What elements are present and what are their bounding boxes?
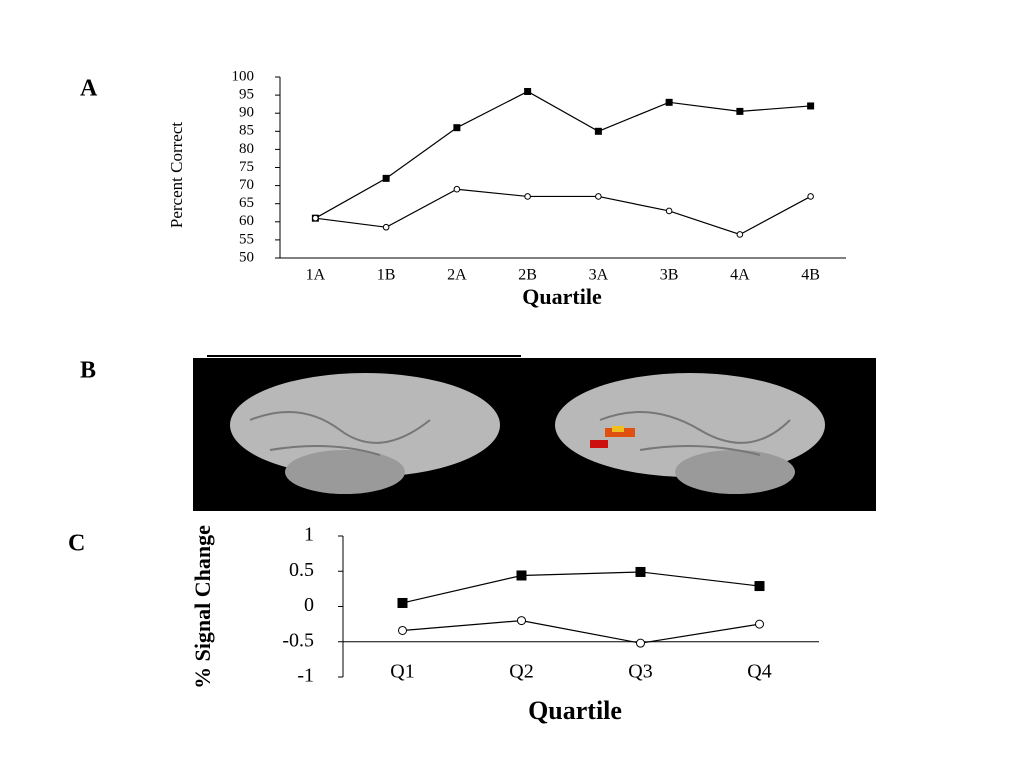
panel-label: B [80,358,96,384]
y-axis-title: Percent Correct [167,122,186,228]
marker [736,231,744,238]
marker [382,174,390,182]
marker [636,638,645,648]
marker [397,597,408,608]
x-tick-label: 2B [518,267,537,284]
x-axis-title: Quartile [528,696,622,725]
marker [595,193,602,200]
marker [517,616,526,626]
panel-label: A [80,76,98,102]
series-line [315,188,811,236]
y-tick-label: 100 [232,68,255,84]
y-tick-label: 90 [239,105,254,121]
x-tick-label: 3A [589,267,609,284]
marker [524,193,531,200]
y-tick-label: 1 [304,524,314,546]
y-tick-label: 60 [239,213,254,229]
x-tick-label: 4B [801,267,820,284]
marker [453,124,461,132]
marker [755,619,764,629]
x-tick-label: Q2 [509,661,533,683]
y-tick-label: 85 [239,123,254,139]
series-line [315,90,811,219]
marker [635,566,646,577]
x-tick-label: 4A [730,267,750,284]
marker [516,570,527,581]
y-tick-label: 75 [239,159,254,175]
marker [453,185,461,193]
x-tick-label: 1B [377,267,396,284]
x-tick-label: 2A [447,267,467,284]
y-tick-label: -0.5 [282,629,314,651]
marker [312,214,319,222]
y-tick-label: -1 [297,665,314,687]
brain-image [193,355,876,511]
y-axis-title: % Signal Change [190,525,215,689]
marker [594,127,602,135]
y-tick-label: 0 [304,594,314,616]
y-tick-label: 65 [239,195,254,211]
y-tick-label: 50 [239,249,254,265]
marker [398,625,407,635]
marker [807,193,814,200]
x-tick-label: Q1 [390,661,414,683]
x-tick-label: Q4 [747,661,771,683]
y-tick-label: 70 [239,177,254,193]
marker [665,98,673,106]
y-tick-label: 95 [239,87,254,103]
x-axis-title: Quartile [522,284,602,309]
y-tick-label: 80 [239,141,254,157]
x-tick-label: 1A [306,267,326,284]
x-tick-label: Q3 [628,661,652,683]
marker [382,223,390,231]
marker [665,207,673,215]
marker [736,107,744,115]
series-line [402,571,760,604]
panel-label: C [68,531,85,557]
y-tick-label: 55 [239,231,254,247]
y-tick-label: 0.5 [289,559,314,581]
marker [754,581,765,592]
marker [807,102,815,110]
series-line [402,619,760,644]
marker [524,87,532,95]
x-tick-label: 3B [660,267,679,284]
